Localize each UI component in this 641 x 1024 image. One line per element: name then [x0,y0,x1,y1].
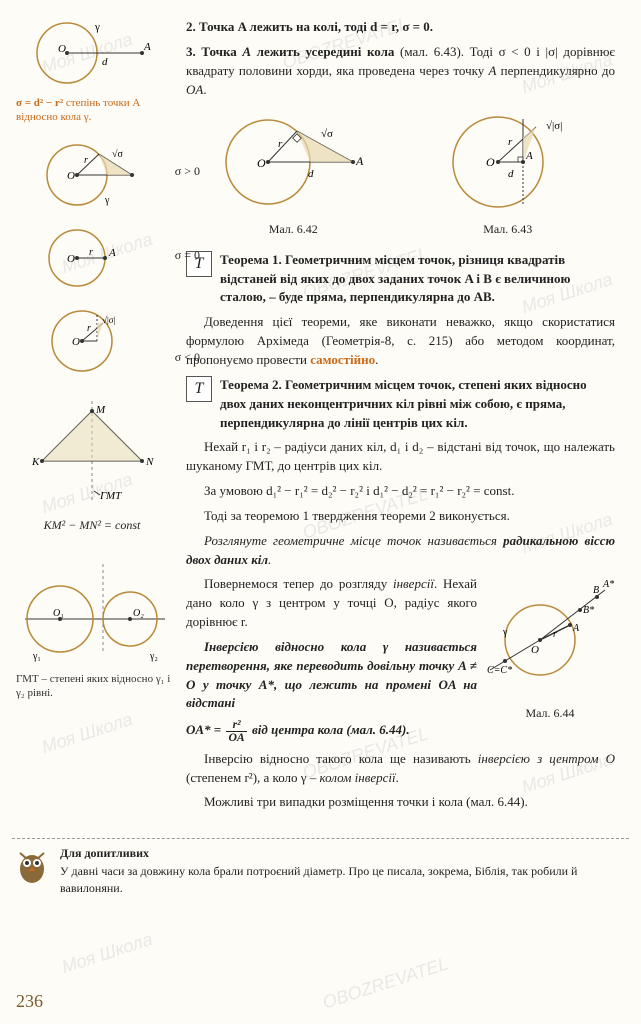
point-3: 3. Точка A лежить усередині кола (мал. 6… [186,43,615,100]
svg-text:A: A [143,41,151,53]
svg-text:γ₂: γ₂ [149,651,158,662]
curious-heading: Для допитливих [60,845,629,862]
fig-row-642-643: O r √σ A d Мал. 6.42 [186,107,615,238]
svg-text:A: A [108,247,116,259]
gmt-eq: KM² − MN² = const [12,517,172,534]
svg-text:O: O [67,253,75,265]
th2-p4: Розглянуте геометричне місце точок назив… [186,532,615,570]
svg-text:K: K [31,456,40,468]
svg-text:d: d [308,168,314,180]
svg-text:d: d [102,56,108,68]
fig-sigma-pos: O r √σ γ σ > 0 [12,135,172,215]
svg-text:O₁: O₁ [53,608,64,619]
svg-text:A*: A* [602,579,614,590]
inv-p2: Інверсію відносно такого кола ще називаю… [186,750,615,788]
two-circles-note: ГМТ – степені яких відносно γ₁ і γ₂ рівн… [16,672,172,701]
svg-text:√|σ|: √|σ| [546,120,562,132]
point-2: 2. Точка A лежить на колі, тоді d = r, σ… [186,18,615,37]
theorem-1-after: Доведення цієї теореми, яке виконати нев… [186,313,615,370]
svg-text:A: A [525,150,533,162]
svg-text:γ: γ [94,21,100,33]
th2-p3: Тоді за теоремою 1 твердження теореми 2 … [186,507,615,526]
fig-642: O r √σ A d Мал. 6.42 [213,107,373,238]
theorem-1-text: Теорема 1. Геометричним місцем точок, рі… [220,251,615,308]
svg-text:√σ: √σ [321,128,333,140]
svg-text:O₂: O₂ [133,608,144,619]
svg-text:B*: B* [583,605,594,616]
svg-text:B: B [593,585,599,596]
sidebar-column: O A d γ σ = d² − r² степінь точки A відн… [12,18,172,818]
theorem-2: T Теорема 2. Геометричним місцем точок, … [186,376,615,433]
inv-p3: Можливі три випадки розміщення точки і к… [186,793,615,812]
svg-text:γ: γ [104,195,110,206]
svg-text:r: r [553,629,557,640]
svg-text:A: A [355,154,364,168]
svg-text:γ₁: γ₁ [32,651,41,662]
svg-text:N: N [145,456,154,468]
svg-text:r: r [278,138,283,150]
main-column: 2. Точка A лежить на колі, тоді d = r, σ… [186,18,615,818]
fig-gmt-triangle: K N M ГМТ [12,401,172,511]
svg-text:γ: γ [502,627,508,638]
owl-icon [12,845,52,885]
fig-643: O r A √|σ| d Мал. 6.43 [428,107,588,238]
svg-text:O: O [257,156,266,170]
fig-two-circles: O₁ O₂ γ₁ γ₂ [12,564,172,664]
th2-p1: Нехай r₁ і r₂ – радіуси даних кіл, d₁ і … [186,438,615,476]
svg-text:√σ: √σ [112,149,123,160]
svg-text:O: O [531,644,539,656]
svg-text:r: r [84,155,88,166]
curious-body: У давні часи за довжину кола брали потро… [60,863,629,898]
svg-text:O: O [72,336,80,348]
fig-sigma-def: O A d γ [12,18,172,88]
fig-sigma-neg: O r √|σ| σ < 0 [12,301,172,381]
sigma-def-note: σ = d² − r² степінь точки A відносно кол… [16,96,172,125]
theorem-icon: T [186,376,212,402]
svg-text:O: O [486,155,495,169]
watermark: Моя Школа [58,926,156,980]
th2-p2: За умовою d₁² − r₁² = d₂² − r₂² і d₁² − … [186,482,615,501]
page-number: 236 [16,988,43,1014]
svg-text:O: O [58,43,66,55]
fig-644: O r A B* B A* C=C* γ Мал. 6.44 [485,575,615,722]
inv-formula: OA* = r²OA від центра кола (мал. 6.44). [186,719,615,743]
svg-text:M: M [95,404,106,416]
theorem-2-text: Теорема 2. Геометричним місцем точок, ст… [220,376,615,433]
svg-text:r: r [89,247,93,258]
svg-text:r: r [87,323,91,334]
svg-text:O: O [67,170,75,182]
svg-text:d: d [508,168,514,180]
svg-text:ГМТ: ГМТ [99,490,122,502]
curious-box: Для допитливих У давні часи за довжину к… [12,838,629,897]
fig-sigma-zero: O r A σ = 0 [12,223,172,293]
svg-text:A: A [572,623,580,634]
svg-text:√|σ|: √|σ| [102,315,116,325]
svg-text:r: r [508,136,513,148]
watermark: OBOZREVATEL [319,950,451,1015]
theorem-1: T Теорема 1. Геометричним місцем точок, … [186,251,615,308]
svg-text:C=C*: C=C* [487,665,512,676]
